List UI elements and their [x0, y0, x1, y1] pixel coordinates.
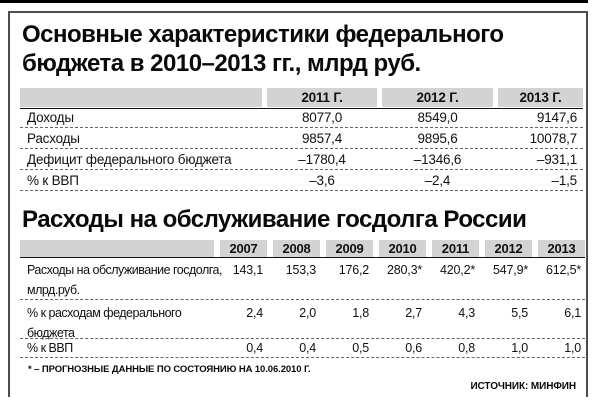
value-cell: 153,3: [285, 263, 316, 277]
table-row: % к ВВП 0,4 0,4 0,5 0,6 0,8 1,0 1,0: [20, 339, 585, 358]
header-cell-empty: [20, 240, 214, 257]
value-cell: 6,1: [564, 306, 581, 320]
top-border-line: [0, 0, 588, 3]
value-cell: 547,9*: [493, 263, 528, 277]
value-cell: 2,7: [405, 306, 422, 320]
header-cell-empty: [20, 88, 262, 107]
value-cell: 8077,0: [301, 109, 343, 125]
value-cell: 10078,7: [529, 130, 578, 146]
header-cell-2010: 2010: [379, 240, 426, 257]
section1-title-line1: Основные характеристики федерального: [22, 21, 504, 48]
table-row: Доходы 8077,0 8549,0 9147,6: [20, 107, 583, 128]
budget-table: 2011 Г. 2012 Г. 2013 Г. Доходы 8077,0 85…: [20, 88, 583, 191]
row-label: Расходы: [27, 130, 80, 146]
row-label: Расходы на обслуживание госдолга, млрд.р…: [27, 263, 222, 297]
source-credit: ИСТОЧНИК: МИНФИН: [470, 381, 576, 392]
row-label: % к расходам федерального бюджета: [27, 306, 182, 340]
value-cell: –1,5: [551, 172, 578, 188]
value-cell: 9147,6: [536, 109, 577, 125]
header-cell-2007: 2007: [220, 240, 267, 257]
table-row: Расходы 9857,4 9895,6 10078,7: [20, 128, 583, 149]
value-cell: 420,2*: [440, 263, 475, 277]
value-cell: 9857,4: [301, 130, 343, 146]
value-cell: –931,1: [536, 151, 577, 167]
header-cell-2011: 2011 Г.: [267, 88, 377, 107]
value-cell: 1,8: [352, 306, 369, 320]
row-label: % к ВВП: [27, 341, 73, 355]
section2-title: Расходы на обслуживание госдолга России: [22, 206, 527, 233]
value-cell: 176,2: [338, 263, 369, 277]
value-cell: 143,1: [232, 263, 263, 277]
value-cell: 4,3: [458, 306, 475, 320]
debt-table-header: 2007 2008 2009 2010 2011 2012 2013: [20, 240, 585, 257]
table-row: Дефицит федерального бюджета –1780,4 –13…: [20, 149, 583, 170]
header-cell-2013: 2013 Г.: [498, 88, 583, 107]
value-cell: 0,4: [246, 341, 263, 355]
value-cell: –2,4: [424, 172, 451, 188]
header-underline: [20, 108, 583, 109]
header-cell-2009: 2009: [326, 240, 373, 257]
value-cell: 0,4: [299, 341, 316, 355]
value-cell: 612,5*: [546, 263, 581, 277]
header-cell-2012: 2012: [485, 240, 532, 257]
table-row: % к ВВП –3,6 –2,4 –1,5: [20, 170, 583, 191]
row-label: Дефицит федерального бюджета: [27, 151, 232, 167]
value-cell: 1,0: [564, 341, 581, 355]
value-cell: 2,0: [299, 306, 316, 320]
header-underline: [20, 257, 585, 258]
table-row: Расходы на обслуживание госдолга, млрд.р…: [20, 257, 585, 300]
value-cell: –3,6: [309, 172, 335, 188]
value-cell: 8549,0: [417, 109, 458, 125]
value-cell: –1346,6: [413, 151, 462, 167]
header-cell-2012: 2012 Г.: [382, 88, 493, 107]
section1-title-line2: бюджета в 2010–2013 гг., млрд руб.: [22, 50, 421, 77]
header-cell-2008: 2008: [273, 240, 320, 257]
value-cell: 0,5: [352, 341, 369, 355]
table-row: % к расходам федерального бюджета 2,4 2,…: [20, 300, 585, 340]
value-cell: 1,0: [511, 341, 528, 355]
header-cell-2013: 2013: [538, 240, 585, 257]
value-cell: 9895,6: [417, 130, 458, 146]
budget-table-header: 2011 Г. 2012 Г. 2013 Г.: [20, 88, 583, 107]
value-cell: 2,4: [246, 306, 263, 320]
section1-title: Основные характеристики федерального бюд…: [22, 20, 504, 78]
row-label: % к ВВП: [27, 172, 79, 188]
value-cell: 0,6: [405, 341, 422, 355]
value-cell: 5,5: [511, 306, 528, 320]
value-cell: 280,3*: [387, 263, 422, 277]
row-label: Доходы: [27, 109, 74, 125]
value-cell: 0,8: [458, 341, 475, 355]
header-cell-2011: 2011: [432, 240, 479, 257]
footnote: * – ПРОГНОЗНЫЕ ДАННЫЕ ПО СОСТОЯНИЮ НА 10…: [28, 364, 311, 375]
value-cell: –1780,4: [298, 151, 346, 167]
debt-service-table: 2007 2008 2009 2010 2011 2012 2013 Расхо…: [20, 240, 585, 358]
page-frame: [8, 11, 588, 397]
